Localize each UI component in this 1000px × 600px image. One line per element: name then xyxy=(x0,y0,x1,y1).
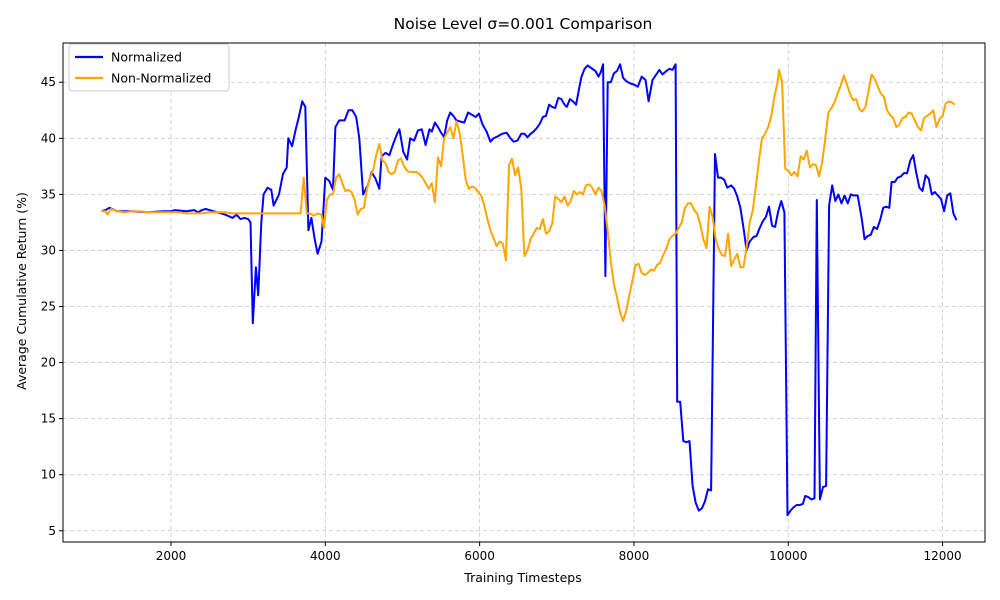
y-tick-label: 5 xyxy=(48,524,56,538)
y-axis: 5 10 15 20 25 30 35 40 45 xyxy=(41,75,63,538)
y-tick-label: 30 xyxy=(41,243,56,257)
y-tick-label: 45 xyxy=(41,75,56,89)
plot-frame xyxy=(62,42,986,543)
x-tick-label: 2000 xyxy=(156,549,187,563)
legend-label: Non-Normalized xyxy=(111,71,211,86)
y-tick-label: 20 xyxy=(41,356,56,370)
x-tick-label: 8000 xyxy=(619,549,650,563)
x-axis-label: Training Timesteps xyxy=(463,570,581,585)
y-tick-label: 10 xyxy=(41,468,56,482)
series-line-non-normalized xyxy=(101,68,956,323)
series-layer xyxy=(101,63,958,517)
x-axis: 2000 4000 6000 8000 10000 12000 xyxy=(156,542,962,563)
y-tick-label: 40 xyxy=(41,131,56,145)
x-tick-label: 12000 xyxy=(923,549,961,563)
legend: Normalized Non-Normalized xyxy=(68,43,230,92)
x-tick-label: 4000 xyxy=(310,549,341,563)
legend-label: Normalized xyxy=(111,50,182,65)
grid-layer xyxy=(63,43,985,542)
y-tick-label: 25 xyxy=(41,300,56,314)
series-line-normalized xyxy=(101,63,958,517)
y-tick-label: 15 xyxy=(41,412,56,426)
y-tick-label: 35 xyxy=(41,187,56,201)
x-tick-label: 6000 xyxy=(464,549,495,563)
legend-box xyxy=(68,43,230,92)
y-axis-label: Average Cumulative Return (%) xyxy=(14,192,29,390)
x-tick-label: 10000 xyxy=(769,549,807,563)
chart-title: Noise Level σ=0.001 Comparison xyxy=(394,15,653,33)
